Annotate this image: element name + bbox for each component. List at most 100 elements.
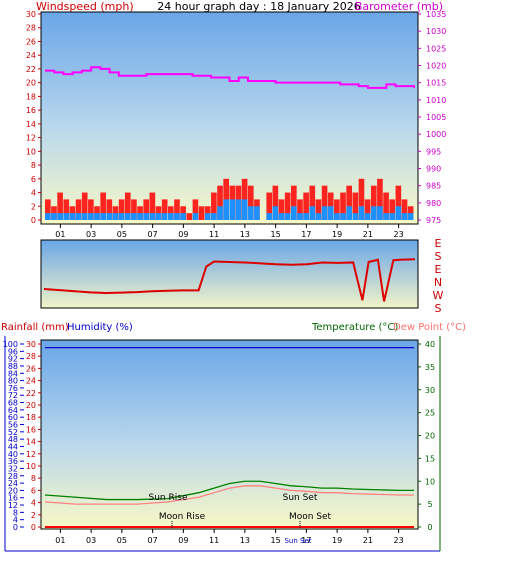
temperature-plot-area <box>40 339 419 530</box>
rainfall-tick-label: 0 <box>31 523 36 532</box>
barometer-tick-label: 1025 <box>426 44 446 53</box>
windspeed-bar <box>266 192 273 220</box>
humidity-tick-label: 52 <box>8 428 18 437</box>
barometer-tick-label: 980 <box>426 199 441 208</box>
windspeed-bar <box>358 178 365 220</box>
temperature-tick-label: 35 <box>425 363 435 372</box>
rainfall-tick-label: 18 <box>26 413 36 422</box>
direction-label: E <box>435 237 442 250</box>
wind-direction-line <box>43 258 416 302</box>
average-wind-bar <box>229 199 236 220</box>
humidity-tick-label: 28 <box>8 472 18 481</box>
average-wind-bar <box>168 213 174 220</box>
direction-label: S <box>435 250 442 263</box>
humidity-tick-label: 36 <box>8 457 18 466</box>
windspeed-bar <box>383 192 389 220</box>
windspeed-tick-label: 10 <box>26 147 36 156</box>
average-wind-bar <box>155 213 162 220</box>
time-tick-label: 21 <box>363 230 373 239</box>
direction-label: E <box>435 263 442 276</box>
humidity-axis: 0481216202428323640444852566064687276808… <box>3 340 24 532</box>
average-wind-bar <box>118 213 125 220</box>
windspeed-bar <box>291 185 297 220</box>
windspeed-bar <box>100 192 106 220</box>
direction-line <box>43 258 416 302</box>
average-wind-bar <box>137 213 143 220</box>
temperature-axis: 0 5 10 15 20 25 30 35 40 <box>418 340 435 532</box>
rainfall-axis-title: Rainfall (mm) <box>1 322 69 333</box>
average-wind-bar <box>389 213 396 220</box>
windspeed-bar <box>149 192 156 220</box>
barometer-tick-label: 975 <box>426 216 441 225</box>
time-tick-label: 03 <box>86 230 96 239</box>
time-tick-label: 17 <box>301 536 311 545</box>
average-wind-bar <box>192 213 199 220</box>
average-wind-bar <box>75 213 82 220</box>
humidity-tick-label: 56 <box>8 421 18 430</box>
average-wind-bar <box>223 199 229 220</box>
temperature-tick-label: 15 <box>425 454 435 463</box>
dewpoint-axis-title: Dew Point (°C) <box>393 322 466 333</box>
windspeed-tick-label: 26 <box>26 37 36 46</box>
windspeed-bar <box>303 192 309 220</box>
barometer-tick-label: 1010 <box>426 96 446 105</box>
rainfall-tick-label: 16 <box>26 425 36 434</box>
windspeed-tick-label: 0 <box>31 216 36 225</box>
windspeed-bar <box>186 213 193 220</box>
windspeed-tick-label: 20 <box>26 79 36 88</box>
windspeed-bar <box>75 199 82 220</box>
sun-set-label: Sun Set <box>283 493 318 503</box>
windspeed-bar <box>340 192 346 220</box>
humidity-tick-label: 24 <box>8 479 18 488</box>
direction-label: N <box>434 276 442 289</box>
barometer-axis-title: Barometer (mb) <box>355 0 443 13</box>
humidity-tick-label: 40 <box>8 450 18 459</box>
average-wind-bar <box>377 206 383 220</box>
chart-title: 24 hour graph day : 18 January 2026 <box>157 0 361 13</box>
rainfall-tick-label: 4 <box>31 499 36 508</box>
windspeed-bar <box>272 185 279 220</box>
average-wind-bar <box>81 213 88 220</box>
windspeed-bar <box>63 199 70 220</box>
humidity-tick-label: 16 <box>8 494 18 503</box>
time-tick-label: 17 <box>301 230 311 239</box>
direction-label: S <box>435 302 442 315</box>
temperature-axis-title: Temperature (°C) <box>311 322 398 333</box>
average-wind-bar <box>63 213 70 220</box>
windspeed-bar <box>334 199 340 220</box>
humidity-tick-label: 76 <box>8 384 18 393</box>
barometer-tick-label: 1000 <box>426 130 446 139</box>
rainfall-tick-label: 6 <box>31 486 36 495</box>
moon-set-label: Moon Set <box>289 512 332 522</box>
time-tick-label: 15 <box>271 230 281 239</box>
humidity-tick-label: 88 <box>8 362 18 371</box>
windspeed-bars <box>45 178 414 220</box>
humidity-tick-label: 72 <box>8 391 18 400</box>
average-wind-bar <box>143 213 150 220</box>
windspeed-tick-label: 28 <box>26 24 36 33</box>
windspeed-bar <box>57 192 63 220</box>
temperature-tick-label: 0 <box>427 523 432 532</box>
time-tick-label: 07 <box>148 230 158 239</box>
windspeed-bar <box>131 199 137 220</box>
average-wind-bar <box>272 206 279 220</box>
time-tick-label: 19 <box>332 536 342 545</box>
time-tick-label: 07 <box>148 536 158 545</box>
humidity-axis-title: Humidity (%) <box>67 322 133 333</box>
average-wind-bar <box>364 213 371 220</box>
rainfall-tick-label: 12 <box>26 450 36 459</box>
average-wind-bar <box>278 213 285 220</box>
windspeed-bar <box>161 199 168 220</box>
average-wind-bar <box>180 213 186 220</box>
barometer-tick-label: 1005 <box>426 113 446 122</box>
humidity-tick-label: 8 <box>13 508 18 517</box>
temperature-tick-label: 40 <box>425 340 435 349</box>
windspeed-bar <box>143 199 150 220</box>
average-wind-bar <box>57 213 63 220</box>
average-wind-bar <box>174 213 180 220</box>
average-wind-bar <box>346 206 352 220</box>
humidity-tick-label: 20 <box>8 486 18 495</box>
